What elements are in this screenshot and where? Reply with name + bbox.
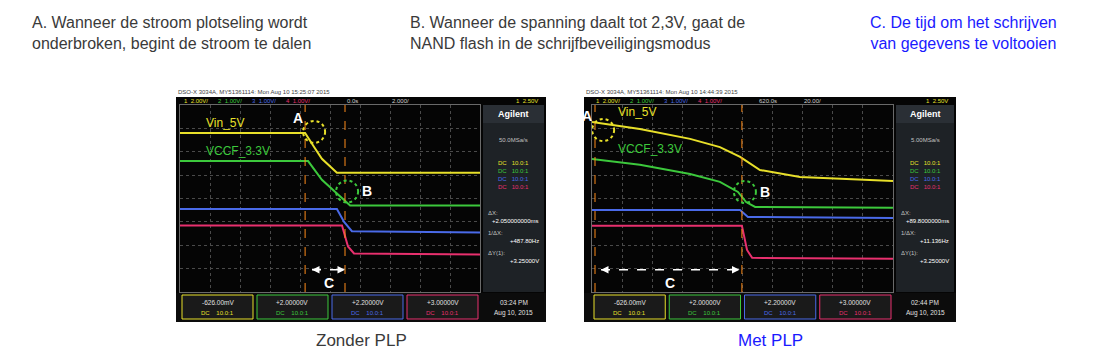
svg-text:A. Wanneer de stroom plotselin: A. Wanneer de stroom plotseling wordtond… (32, 14, 311, 52)
svg-text:DC 10.0:1: DC 10.0:1 (276, 310, 309, 316)
svg-text:3 1.00V/: 3 1.00V/ (252, 98, 276, 104)
svg-text:+3.00000V: +3.00000V (839, 299, 871, 306)
svg-text:Vin_5V: Vin_5V (618, 105, 656, 119)
svg-text:DSO-X 3034A, MY51361114: Mon A: DSO-X 3034A, MY51361114: Mon Aug 10 14:4… (586, 89, 738, 95)
svg-text:20.00/: 20.00/ (804, 98, 821, 104)
svg-text:DC 10.0:1: DC 10.0:1 (688, 310, 721, 316)
svg-text:4 1.00V/: 4 1.00V/ (698, 98, 722, 104)
svg-text:2 1.00V/: 2 1.00V/ (218, 98, 242, 104)
svg-text:-626.00mV: -626.00mV (202, 299, 234, 306)
svg-text:VCCF_3.3V: VCCF_3.3V (618, 142, 682, 156)
svg-text:+3.25000V: +3.25000V (510, 258, 539, 264)
svg-text:ΔY(1):: ΔY(1): (488, 250, 505, 256)
svg-text:0.0s: 0.0s (347, 98, 358, 104)
svg-text:1/ΔX:: 1/ΔX: (901, 230, 916, 236)
svg-text:Aug 10, 2015: Aug 10, 2015 (906, 309, 945, 317)
svg-text:C: C (324, 275, 334, 291)
svg-text:ΔX:: ΔX: (488, 210, 498, 216)
svg-text:+487.80Hz: +487.80Hz (510, 238, 539, 244)
svg-text:03:24 PM: 03:24 PM (500, 299, 528, 306)
svg-text:Agilent: Agilent (498, 109, 529, 119)
svg-text:DSO-X 3034A, MY51361114: Mon A: DSO-X 3034A, MY51361114: Mon Aug 10 15:2… (178, 89, 330, 95)
svg-text:VCCF_3.3V: VCCF_3.3V (206, 144, 270, 158)
svg-text:DC 10.0:1: DC 10.0:1 (910, 184, 941, 190)
svg-text:DC 10.0:1: DC 10.0:1 (498, 160, 529, 166)
svg-text:1 2.50V: 1 2.50V (926, 98, 948, 104)
svg-text:02:44 PM: 02:44 PM (911, 299, 939, 306)
svg-text:Vin_5V: Vin_5V (206, 116, 244, 130)
svg-text:Agilent: Agilent (910, 109, 941, 119)
svg-text:DC 10.0:1: DC 10.0:1 (839, 310, 872, 316)
svg-text:DC 10.0:1: DC 10.0:1 (613, 310, 646, 316)
svg-text:5.00MSa/s: 5.00MSa/s (911, 137, 940, 143)
svg-text:+89.8000000ms: +89.8000000ms (906, 218, 949, 224)
svg-text:Met PLP: Met PLP (738, 331, 803, 350)
svg-text:DC 10.0:1: DC 10.0:1 (498, 184, 529, 190)
svg-text:4 1.00V/: 4 1.00V/ (286, 98, 310, 104)
svg-text:DC 10.0:1: DC 10.0:1 (351, 310, 384, 316)
svg-text:A: A (293, 110, 303, 126)
svg-text:+2.050000000ms: +2.050000000ms (492, 218, 539, 224)
svg-text:DC 10.0:1: DC 10.0:1 (910, 160, 941, 166)
svg-text:DC 10.0:1: DC 10.0:1 (201, 310, 234, 316)
svg-text:+2.00000V: +2.00000V (276, 299, 308, 306)
svg-text:2.000/: 2.000/ (392, 98, 409, 104)
svg-text:B: B (362, 183, 372, 199)
svg-text:+2.20000V: +2.20000V (352, 299, 384, 306)
svg-text:1 2.00V/: 1 2.00V/ (596, 98, 620, 104)
svg-text:+3.00000V: +3.00000V (427, 299, 459, 306)
svg-text:Zonder PLP: Zonder PLP (316, 331, 407, 350)
svg-text:C. De tijd om het schrijvenvan: C. De tijd om het schrijvenvan gegevens … (870, 14, 1057, 52)
svg-text:620.0s: 620.0s (759, 98, 777, 104)
svg-text:DC 10.0:1: DC 10.0:1 (910, 176, 941, 182)
svg-text:1/ΔX:: 1/ΔX: (488, 230, 503, 236)
svg-text:B: B (760, 184, 770, 200)
svg-text:+2.20000V: +2.20000V (764, 299, 796, 306)
svg-text:DC 10.0:1: DC 10.0:1 (498, 176, 529, 182)
svg-text:Aug 10, 2015: Aug 10, 2015 (494, 309, 533, 317)
svg-text:+3.25000V: +3.25000V (920, 258, 949, 264)
svg-text:3 1.00V/: 3 1.00V/ (664, 98, 688, 104)
svg-text:1 2.50V: 1 2.50V (516, 98, 538, 104)
svg-text:+2.00000V: +2.00000V (689, 299, 721, 306)
svg-text:DC 10.0:1: DC 10.0:1 (426, 310, 459, 316)
svg-text:2 1.00V/: 2 1.00V/ (630, 98, 654, 104)
svg-text:1 2.00V/: 1 2.00V/ (184, 98, 208, 104)
svg-text:ΔY(1):: ΔY(1): (901, 250, 918, 256)
svg-text:50.0MSa/s: 50.0MSa/s (499, 137, 528, 143)
svg-text:DC 10.0:1: DC 10.0:1 (910, 168, 941, 174)
svg-text:A: A (582, 108, 592, 124)
svg-text:-626.00mV: -626.00mV (614, 299, 646, 306)
svg-text:B. Wanneer de spanning daalt t: B. Wanneer de spanning daalt tot 2,3V, g… (410, 14, 745, 52)
svg-text:ΔX:: ΔX: (901, 210, 911, 216)
svg-text:C: C (665, 275, 675, 291)
svg-text:DC 10.0:1: DC 10.0:1 (764, 310, 797, 316)
svg-text:+11.136Hz: +11.136Hz (920, 238, 949, 244)
svg-text:DC 10.0:1: DC 10.0:1 (498, 168, 529, 174)
